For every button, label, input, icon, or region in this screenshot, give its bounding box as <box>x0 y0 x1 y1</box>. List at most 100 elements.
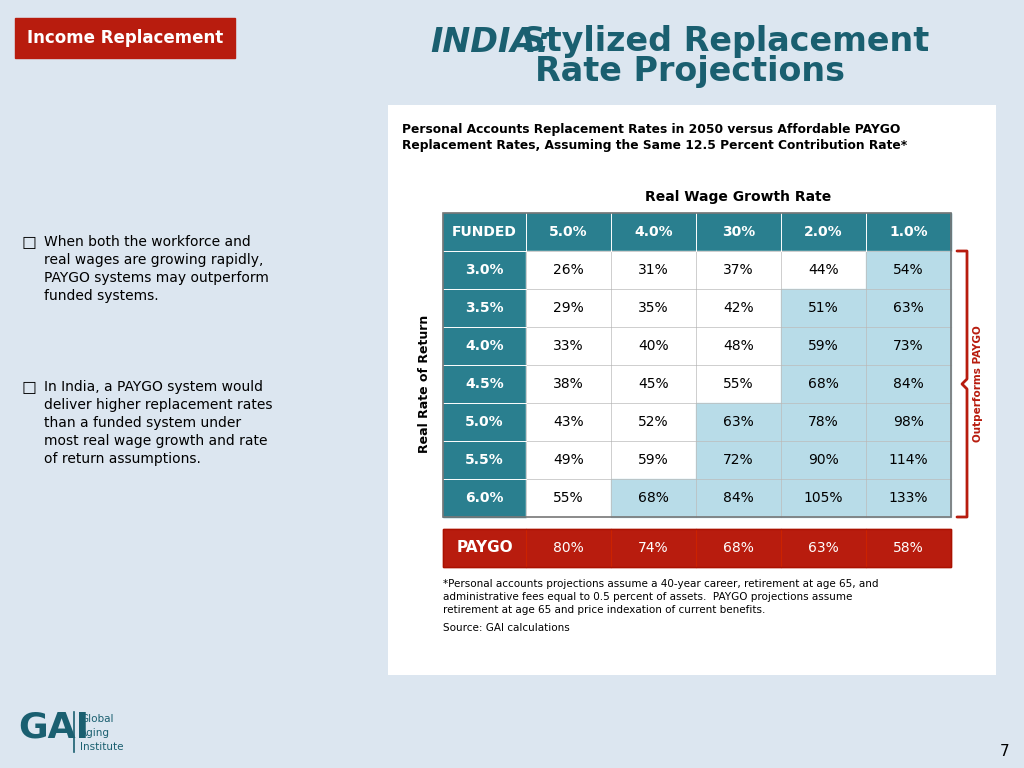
Bar <box>611 403 696 441</box>
Text: 3.0%: 3.0% <box>465 263 504 277</box>
Bar <box>526 441 611 479</box>
Text: 73%: 73% <box>893 339 924 353</box>
Text: 4.5%: 4.5% <box>465 377 504 391</box>
Bar <box>443 251 526 289</box>
Text: 63%: 63% <box>723 415 754 429</box>
Text: 4.0%: 4.0% <box>634 225 673 239</box>
Text: PAYGO: PAYGO <box>456 541 513 555</box>
Bar <box>443 441 526 479</box>
Bar <box>866 213 951 251</box>
Bar <box>866 403 951 441</box>
Bar <box>696 479 781 517</box>
Text: Source: GAI calculations: Source: GAI calculations <box>443 623 569 633</box>
Text: 59%: 59% <box>808 339 839 353</box>
Bar <box>443 365 526 403</box>
Text: FUNDED: FUNDED <box>452 225 517 239</box>
Text: 26%: 26% <box>553 263 584 277</box>
Text: When both the workforce and: When both the workforce and <box>44 235 251 249</box>
Text: 55%: 55% <box>553 491 584 505</box>
Bar <box>781 529 866 567</box>
Text: 2.0%: 2.0% <box>804 225 843 239</box>
Bar <box>526 213 611 251</box>
Bar <box>526 479 611 517</box>
Bar <box>526 251 611 289</box>
Bar <box>526 289 611 327</box>
Bar <box>696 403 781 441</box>
Bar <box>611 529 696 567</box>
Bar <box>526 529 611 567</box>
Text: 29%: 29% <box>553 301 584 315</box>
Bar <box>781 441 866 479</box>
Text: 72%: 72% <box>723 453 754 467</box>
Text: 80%: 80% <box>553 541 584 555</box>
Text: 48%: 48% <box>723 339 754 353</box>
Bar <box>443 213 951 517</box>
Bar <box>696 441 781 479</box>
Bar <box>781 479 866 517</box>
Bar <box>611 289 696 327</box>
Text: 90%: 90% <box>808 453 839 467</box>
Bar <box>781 289 866 327</box>
Bar <box>696 289 781 327</box>
Text: 4.0%: 4.0% <box>465 339 504 353</box>
Text: 3.5%: 3.5% <box>465 301 504 315</box>
Text: 55%: 55% <box>723 377 754 391</box>
Bar <box>696 327 781 365</box>
Text: Stylized Replacement: Stylized Replacement <box>510 25 929 58</box>
Text: 68%: 68% <box>638 491 669 505</box>
Text: 84%: 84% <box>893 377 924 391</box>
Text: ☐: ☐ <box>22 380 37 398</box>
Text: Income Replacement: Income Replacement <box>27 29 223 47</box>
Bar <box>866 251 951 289</box>
Text: 105%: 105% <box>804 491 843 505</box>
Text: 5.0%: 5.0% <box>549 225 588 239</box>
Bar <box>611 479 696 517</box>
Bar <box>866 441 951 479</box>
Text: 33%: 33% <box>553 339 584 353</box>
Bar <box>443 327 526 365</box>
Bar <box>443 529 951 567</box>
Text: 51%: 51% <box>808 301 839 315</box>
Bar <box>388 105 996 675</box>
Bar <box>443 529 526 567</box>
Text: than a funded system under: than a funded system under <box>44 416 241 430</box>
Text: Real Rate of Return: Real Rate of Return <box>419 315 431 453</box>
Text: Global
Aging
Institute: Global Aging Institute <box>80 714 124 752</box>
Text: 31%: 31% <box>638 263 669 277</box>
Bar <box>15 18 234 58</box>
Bar <box>611 365 696 403</box>
Bar <box>866 289 951 327</box>
Bar <box>526 327 611 365</box>
Text: 68%: 68% <box>723 541 754 555</box>
Text: 68%: 68% <box>808 377 839 391</box>
Text: real wages are growing rapidly,: real wages are growing rapidly, <box>44 253 263 267</box>
Text: 37%: 37% <box>723 263 754 277</box>
Text: most real wage growth and rate: most real wage growth and rate <box>44 434 267 448</box>
Text: 44%: 44% <box>808 263 839 277</box>
Bar <box>866 365 951 403</box>
Bar <box>443 479 526 517</box>
Text: retirement at age 65 and price indexation of current benefits.: retirement at age 65 and price indexatio… <box>443 605 765 615</box>
Bar <box>781 365 866 403</box>
Bar <box>866 479 951 517</box>
Text: 74%: 74% <box>638 541 669 555</box>
Text: funded systems.: funded systems. <box>44 289 159 303</box>
Text: 42%: 42% <box>723 301 754 315</box>
Text: 63%: 63% <box>808 541 839 555</box>
Text: deliver higher replacement rates: deliver higher replacement rates <box>44 398 272 412</box>
Text: 5.5%: 5.5% <box>465 453 504 467</box>
Bar <box>611 213 696 251</box>
Text: PAYGO systems may outperform: PAYGO systems may outperform <box>44 271 269 285</box>
Text: 38%: 38% <box>553 377 584 391</box>
Text: administrative fees equal to 0.5 percent of assets.  PAYGO projections assume: administrative fees equal to 0.5 percent… <box>443 592 852 602</box>
Text: Outperforms PAYGO: Outperforms PAYGO <box>973 326 983 442</box>
Text: 63%: 63% <box>893 301 924 315</box>
Text: 7: 7 <box>1000 744 1010 760</box>
Text: Personal Accounts Replacement Rates in 2050 versus Affordable PAYGO: Personal Accounts Replacement Rates in 2… <box>402 123 900 136</box>
Bar <box>781 403 866 441</box>
Bar <box>696 213 781 251</box>
Text: 98%: 98% <box>893 415 924 429</box>
Text: 54%: 54% <box>893 263 924 277</box>
Bar <box>781 251 866 289</box>
Bar <box>866 327 951 365</box>
